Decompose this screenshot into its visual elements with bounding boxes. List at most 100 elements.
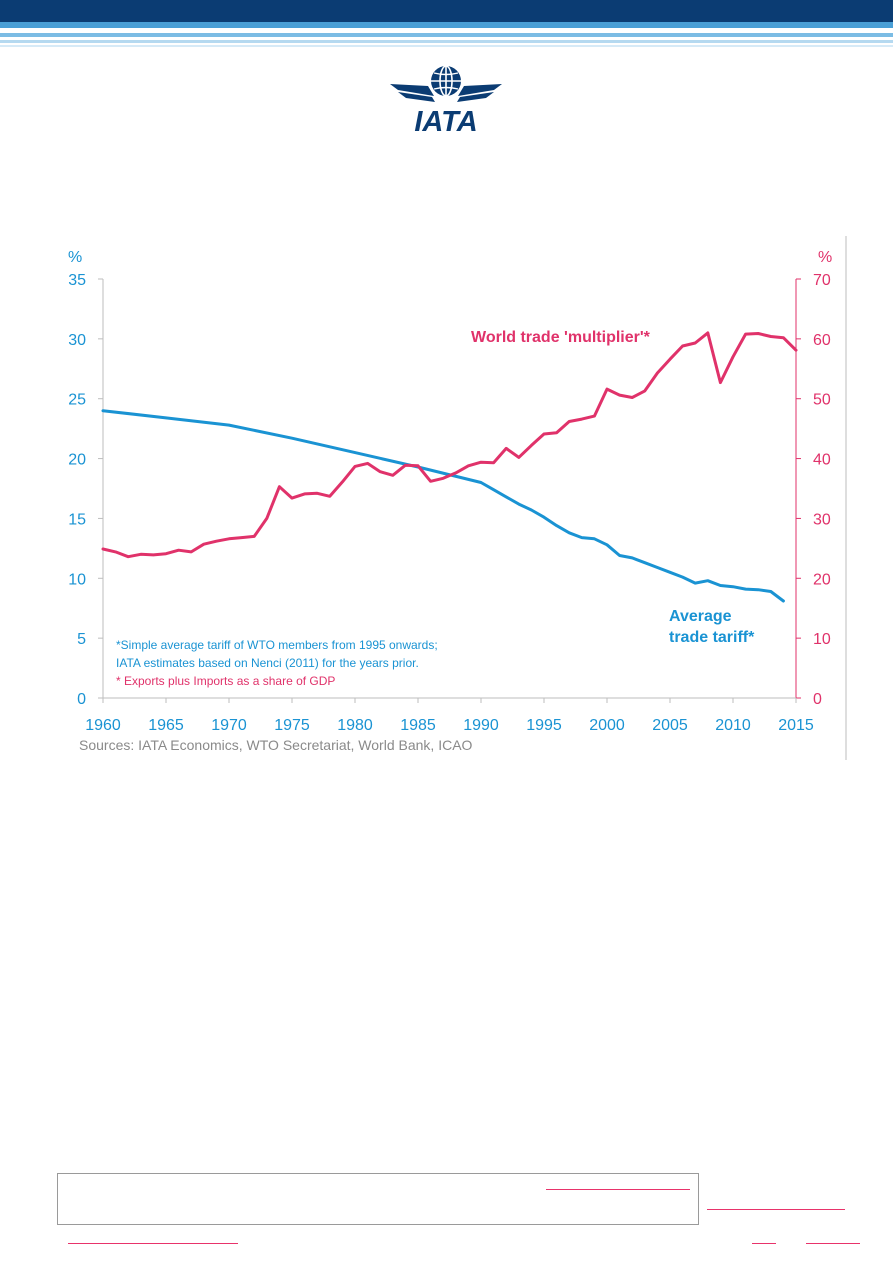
multiplier-data-point (429, 480, 432, 483)
multiplier-data-point (442, 477, 445, 480)
right-tick-label: 40 (813, 452, 831, 469)
tariff-data-point (719, 584, 722, 587)
left-tick-label: 30 (68, 332, 86, 349)
right-tick-label: 10 (813, 631, 831, 648)
multiplier-data-point (316, 492, 319, 495)
multiplier-data-point (253, 535, 256, 538)
multiplier-series-label: World trade 'multiplier'* (471, 329, 651, 346)
multiplier-data-point (706, 331, 709, 335)
multiplier-data-point (744, 332, 747, 336)
multiplier-data-point (593, 414, 596, 418)
multiplier-data-point (114, 550, 117, 554)
trade-chart: 0 5 10 15 20 25 30 35 0 10 20 30 40 50 60 70% % 1960 1965 1… (68, 236, 847, 760)
tariff-data-point (757, 588, 760, 591)
left-tick-label: 15 (68, 511, 86, 528)
multiplier-data-point (328, 495, 331, 498)
multiplier-data-point (454, 471, 457, 475)
multiplier-data-point (794, 349, 798, 352)
multiplier-data-point (580, 417, 583, 421)
tariff-data-point (580, 536, 583, 539)
multiplier-data-point (568, 420, 571, 423)
x-tick-label: 1965 (148, 717, 184, 734)
tariff-data-point (782, 599, 785, 603)
multiplier-data-point (177, 549, 180, 552)
multiplier-data-point (227, 537, 231, 540)
multiplier-data-point (139, 553, 142, 556)
multiplier-data-point (555, 431, 558, 434)
tariff-data-point (164, 416, 168, 420)
right-tick-label: 30 (813, 511, 831, 528)
footer-link-line (707, 1209, 845, 1210)
tariff-data-point (744, 587, 747, 591)
tariff-data-point (227, 423, 231, 427)
multiplier-data-point (290, 496, 294, 500)
x-tick-label: 1990 (463, 717, 499, 734)
footer-link-line (68, 1243, 238, 1244)
x-tick-label: 1985 (400, 717, 436, 734)
tariff-data-point (101, 409, 105, 412)
multiplier-data-point (668, 358, 672, 361)
tariff-series-label: trade tariff* (669, 629, 755, 646)
multiplier-data-point (719, 381, 722, 384)
multiplier-data-point (769, 335, 772, 338)
tariff-data-point (290, 437, 294, 440)
x-tick-label: 1975 (274, 717, 310, 734)
right-tick-label: 50 (813, 392, 831, 409)
tariff-data-point (353, 451, 357, 454)
multiplier-data-point (391, 474, 394, 477)
left-tick-label: 20 (68, 452, 86, 469)
multiplier-data-point (152, 553, 155, 557)
multiplier-data-point (404, 464, 407, 467)
tariff-data-point (769, 590, 772, 593)
multiplier-data-point (631, 396, 634, 399)
right-tick-label: 70 (813, 272, 831, 289)
tariff-data-point (530, 508, 533, 512)
tariff-series-label: Average (669, 608, 732, 625)
multiplier-data-point (542, 432, 546, 436)
tariff-data-point (492, 488, 495, 491)
tariff-data-point (517, 502, 520, 506)
right-tick-label: 0 (813, 691, 822, 708)
tariff-data-point (643, 561, 646, 564)
multiplier-data-point (202, 543, 205, 546)
tariff-data-point (568, 531, 571, 534)
tariff-data-point (505, 495, 508, 499)
multiplier-data-point (605, 387, 609, 391)
tariff-data-point (668, 571, 672, 574)
globe-icon (431, 65, 461, 97)
multiplier-data-point (643, 389, 646, 393)
x-tick-label: 2010 (715, 717, 751, 734)
multiplier-data-point (416, 464, 420, 467)
multiplier-data-point (341, 480, 344, 484)
right-unit-label: % (818, 249, 832, 266)
multiplier-data-point (353, 465, 357, 468)
wings-icon (390, 84, 502, 102)
footnote: IATA estimates based on Nenci (2011) for… (116, 656, 419, 670)
left-tick-label: 0 (77, 691, 86, 708)
multiplier-data-point (101, 547, 105, 551)
tariff-data-point (656, 566, 659, 569)
multiplier-data-point (505, 447, 508, 450)
x-tick-label: 1960 (85, 717, 121, 734)
multiplier-series-line (101, 331, 798, 559)
multiplier-data-point (127, 555, 130, 558)
tariff-data-point (605, 543, 609, 546)
multiplier-data-point (517, 456, 520, 459)
footer-link-line (752, 1243, 776, 1244)
multiplier-data-point (618, 393, 621, 397)
x-tick-label: 1970 (211, 717, 247, 734)
tariff-data-point (479, 481, 483, 484)
x-tick-label: 1995 (526, 717, 562, 734)
multiplier-data-point (681, 344, 684, 348)
left-unit-label: % (68, 249, 82, 266)
multiplier-data-point (240, 536, 243, 539)
multiplier-data-point (694, 341, 697, 345)
tariff-series-line (101, 409, 785, 603)
tariff-data-point (542, 516, 546, 519)
multiplier-data-point (656, 371, 659, 375)
multiplier-data-point (278, 485, 281, 488)
x-tick-label: 1980 (337, 717, 373, 734)
footnote: * Exports plus Imports as a share of GDP (116, 674, 335, 688)
tariff-data-point (555, 524, 558, 527)
tariff-data-point (618, 554, 621, 557)
